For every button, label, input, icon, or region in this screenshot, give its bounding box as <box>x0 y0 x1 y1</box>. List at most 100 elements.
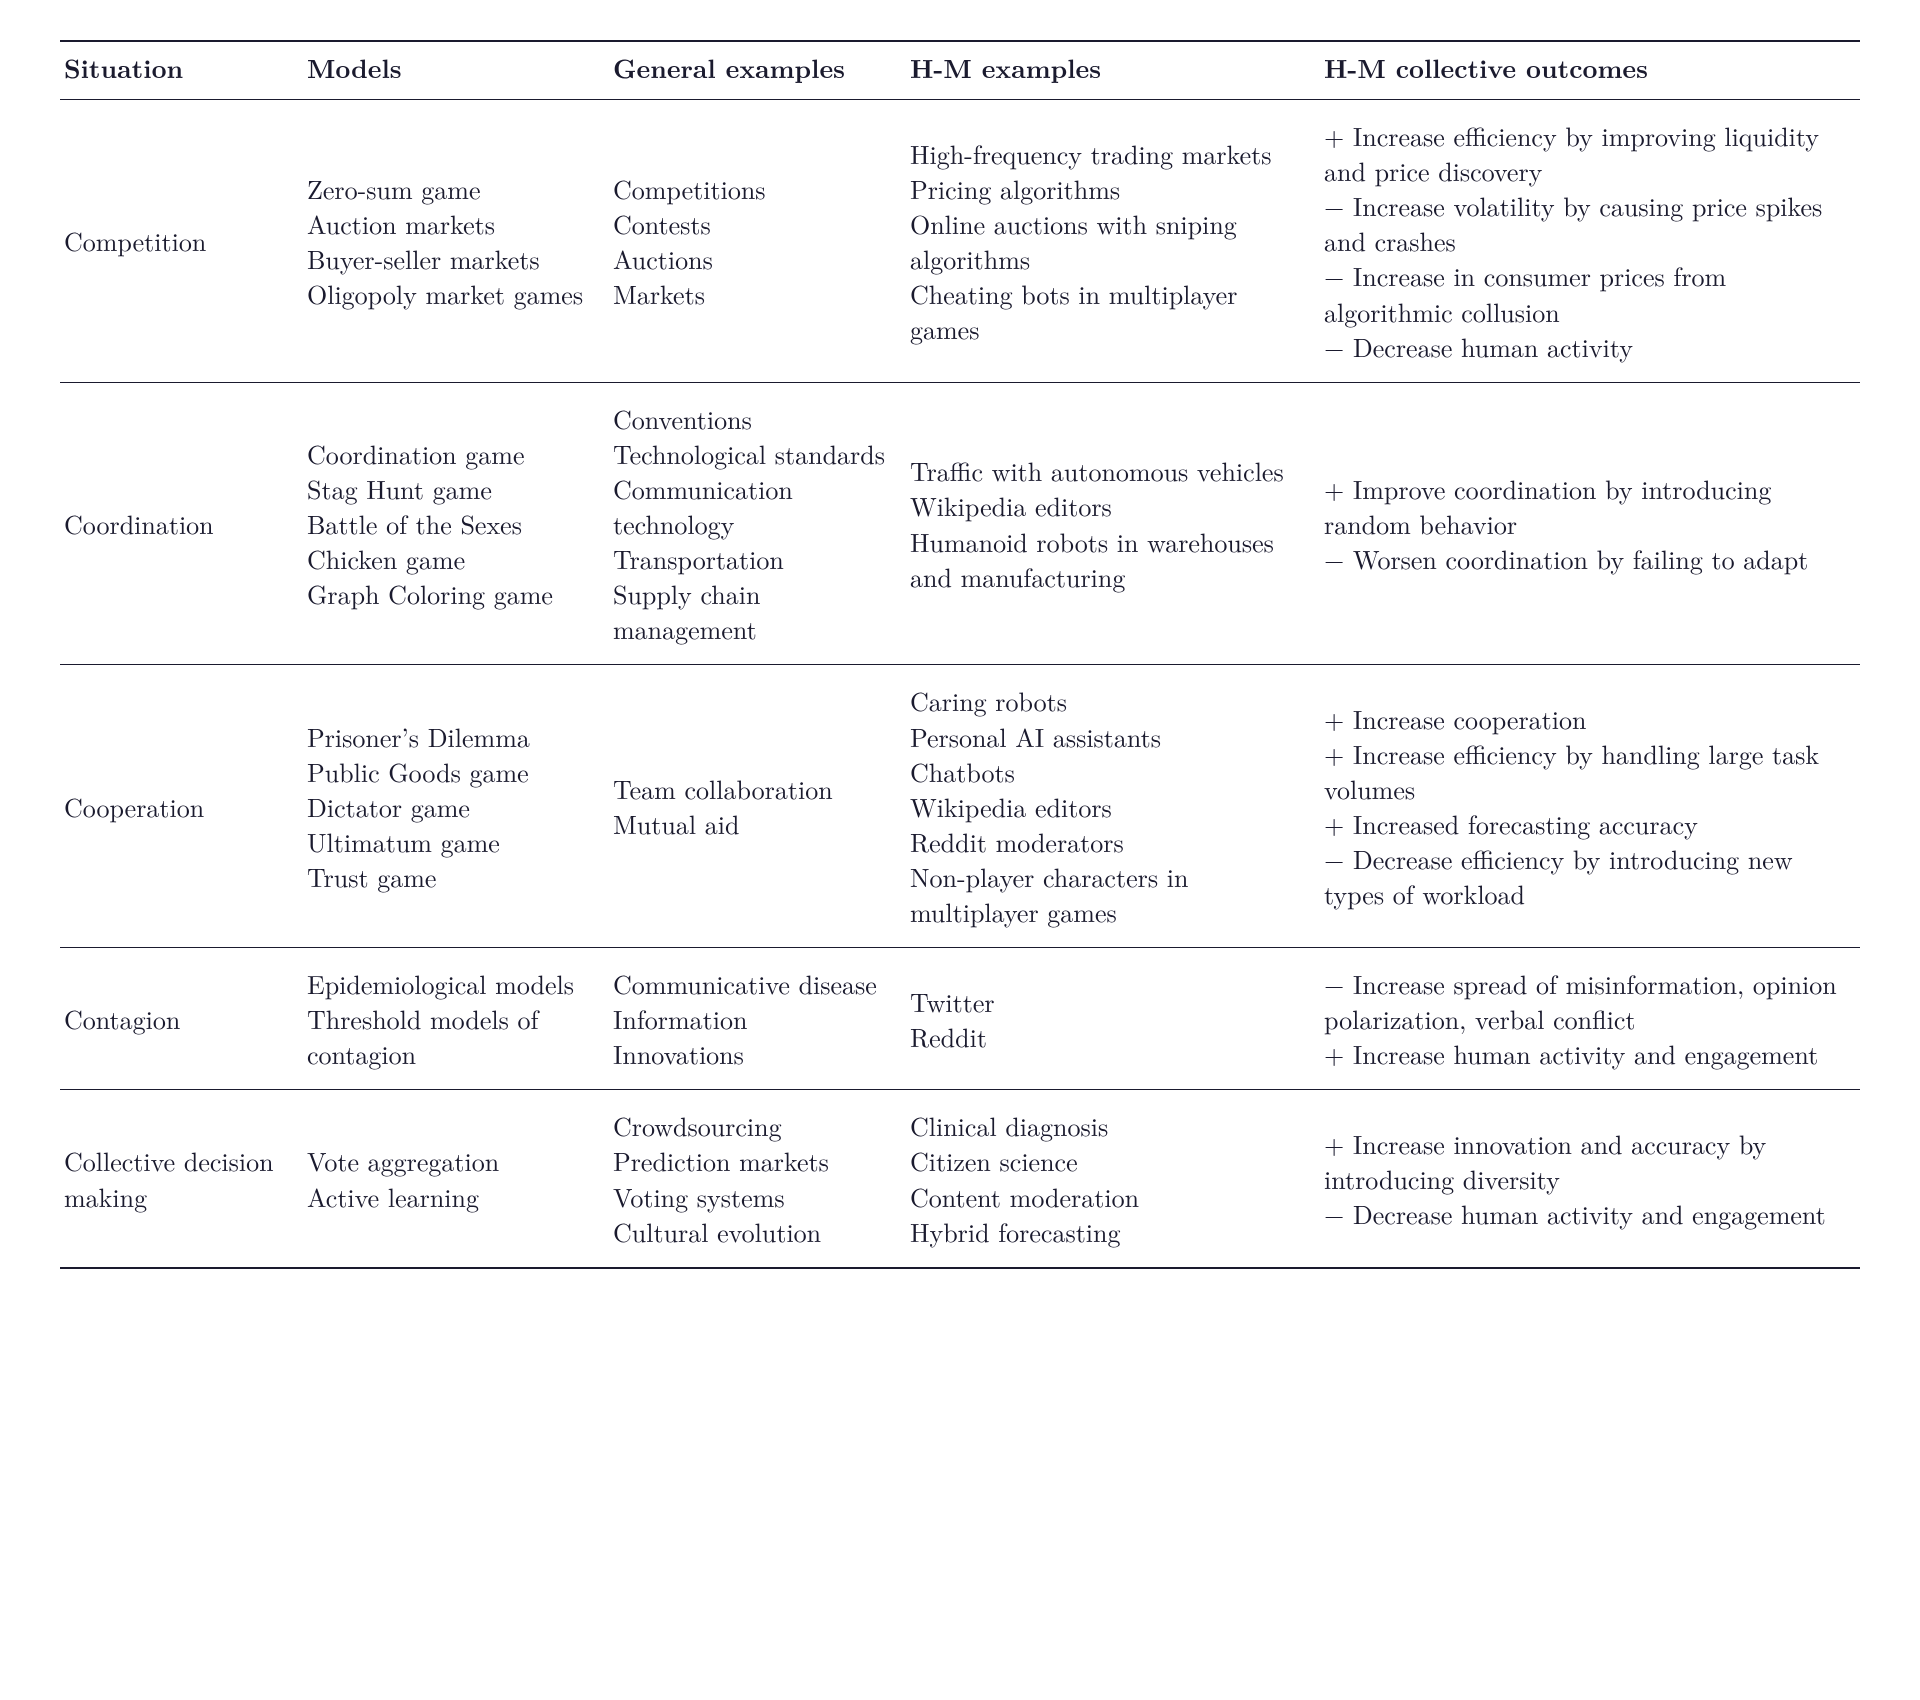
situations-table: Situation Models General examples H-M ex… <box>60 40 1860 1269</box>
cell-line: Technological standards <box>613 436 888 471</box>
cell-general: CrowdsourcingPrediction marketsVoting sy… <box>609 1090 906 1268</box>
cell-lines: + Increase innovation and accuracy by in… <box>1324 1126 1842 1231</box>
cell-models: Epidemiological modelsThreshold models o… <box>303 948 609 1090</box>
cell-models: Zero-sum gameAuction marketsBuyer-seller… <box>303 100 609 383</box>
cell-lines: Coordination <box>64 506 285 541</box>
cell-line: − Decrease efficiency by introducing new… <box>1324 841 1842 911</box>
cell-lines: − Increase spread of misinformation, opi… <box>1324 966 1842 1071</box>
cell-line: + Increase efficiency by handling large … <box>1324 736 1842 806</box>
cell-line: Threshold models of contagion <box>307 1001 591 1071</box>
header-row: Situation Models General examples H-M ex… <box>60 41 1860 100</box>
cell-line: Twitter <box>910 984 1302 1019</box>
cell-line: High-frequency trading markets <box>910 136 1302 171</box>
cell-line: Information <box>613 1001 888 1036</box>
cell-line: Graph Coloring game <box>307 576 591 611</box>
cell-line: Crowdsourcing <box>613 1108 888 1143</box>
cell-lines: Collective decision making <box>64 1143 285 1213</box>
cell-line: − Decrease human activity <box>1324 329 1842 364</box>
table-body: Competition Zero-sum gameAuction marketsB… <box>60 100 1860 1268</box>
cell-line: Epidemiological models <box>307 966 591 1001</box>
cell-situation: Contagion <box>60 948 303 1090</box>
cell-lines: Epidemiological modelsThreshold models o… <box>307 966 591 1071</box>
cell-line: Competitions <box>613 171 888 206</box>
cell-line: Hybrid forecasting <box>910 1214 1302 1249</box>
cell-lines: Zero-sum gameAuction marketsBuyer-seller… <box>307 171 591 311</box>
cell-line: Vote aggregation <box>307 1143 591 1178</box>
cell-models: Vote aggregationActive learning <box>303 1090 609 1268</box>
cell-lines: Vote aggregationActive learning <box>307 1143 591 1213</box>
cell-line: Trust game <box>307 859 591 894</box>
cell-lines: Cooperation <box>64 789 285 824</box>
cell-lines: + Increase cooperation+ Increase efficie… <box>1324 701 1842 912</box>
col-header-models: Models <box>303 41 609 100</box>
cell-hm_outcomes: + Increase efficiency by improving liqui… <box>1320 100 1860 383</box>
cell-line: − Increase in consumer prices from algor… <box>1324 258 1842 328</box>
cell-line: + Increase innovation and accuracy by in… <box>1324 1126 1842 1196</box>
cell-lines: CompetitionsContestsAuctionsMarkets <box>613 171 888 311</box>
cell-line: Citizen science <box>910 1143 1302 1178</box>
cell-line: Coordination game <box>307 436 591 471</box>
cell-line: Wikipedia editors <box>910 488 1302 523</box>
cell-line: Chatbots <box>910 754 1302 789</box>
cell-line: Ultimatum game <box>307 824 591 859</box>
cell-lines: Traffic with autonomous vehiclesWikipedi… <box>910 453 1302 593</box>
cell-lines: + Increase efficiency by improving liqui… <box>1324 118 1842 364</box>
cell-line: + Increase human activity and engagement <box>1324 1036 1842 1071</box>
cell-line: Non-player characters in multiplayer gam… <box>910 859 1302 929</box>
cell-hm_examples: TwitterReddit <box>906 948 1320 1090</box>
cell-line: Buyer-seller markets <box>307 241 591 276</box>
cell-lines: TwitterReddit <box>910 984 1302 1054</box>
cell-line: Stag Hunt game <box>307 471 591 506</box>
cell-line: Content moderation <box>910 1179 1302 1214</box>
cell-line: Mutual aid <box>613 806 888 841</box>
cell-line: Supply chain management <box>613 576 888 646</box>
cell-line: Auctions <box>613 241 888 276</box>
table-row: Coordination Coordination gameStag Hunt g… <box>60 382 1860 665</box>
cell-hm_examples: Clinical diagnosisCitizen scienceContent… <box>906 1090 1320 1268</box>
col-header-hm-outcomes: H-M collective outcomes <box>1320 41 1860 100</box>
cell-line: Active learning <box>307 1179 591 1214</box>
cell-line: Contests <box>613 206 888 241</box>
cell-line: − Worsen coordination by failing to adap… <box>1324 541 1842 576</box>
cell-line: Traffic with autonomous vehicles <box>910 453 1302 488</box>
cell-line: − Decrease human activity and engagement <box>1324 1196 1842 1231</box>
table-row: Contagion Epidemiological modelsThreshold… <box>60 948 1860 1090</box>
cell-line: Wikipedia editors <box>910 789 1302 824</box>
cell-line: + Increased forecasting accuracy <box>1324 806 1842 841</box>
cell-line: Online auctions with sniping algorithms <box>910 206 1302 276</box>
cell-line: Reddit moderators <box>910 824 1302 859</box>
cell-line: Prediction markets <box>613 1143 888 1178</box>
cell-hm_examples: High-frequency trading marketsPricing al… <box>906 100 1320 383</box>
cell-line: + Increase cooperation <box>1324 701 1842 736</box>
cell-lines: Communicative diseaseInformationInnovati… <box>613 966 888 1071</box>
cell-hm_outcomes: + Increase cooperation+ Increase efficie… <box>1320 665 1860 948</box>
cell-general: Team collaborationMutual aid <box>609 665 906 948</box>
table-row: Competition Zero-sum gameAuction marketsB… <box>60 100 1860 383</box>
cell-line: Humanoid robots in warehouses and manufa… <box>910 524 1302 594</box>
cell-line: Reddit <box>910 1019 1302 1054</box>
cell-situation: Competition <box>60 100 303 383</box>
cell-hm_outcomes: + Improve coordination by introducing ra… <box>1320 382 1860 665</box>
cell-line: Contagion <box>64 1001 285 1036</box>
cell-situation: Coordination <box>60 382 303 665</box>
cell-hm_outcomes: + Increase innovation and accuracy by in… <box>1320 1090 1860 1268</box>
cell-line: Markets <box>613 276 888 311</box>
cell-hm_examples: Traffic with autonomous vehiclesWikipedi… <box>906 382 1320 665</box>
col-header-general: General examples <box>609 41 906 100</box>
cell-line: Caring robots <box>910 683 1302 718</box>
cell-lines: Competition <box>64 223 285 258</box>
cell-line: Conventions <box>613 401 888 436</box>
cell-line: − Increase volatility by causing price s… <box>1324 188 1842 258</box>
cell-line: Clinical diagnosis <box>910 1108 1302 1143</box>
cell-lines: High-frequency trading marketsPricing al… <box>910 136 1302 347</box>
cell-line: Oligopoly market games <box>307 276 591 311</box>
cell-general: CompetitionsContestsAuctionsMarkets <box>609 100 906 383</box>
cell-lines: Prisoner’s DilemmaPublic Goods gameDicta… <box>307 719 591 894</box>
cell-lines: Coordination gameStag Hunt gameBattle of… <box>307 436 591 611</box>
cell-lines: Team collaborationMutual aid <box>613 771 888 841</box>
cell-line: Cooperation <box>64 789 285 824</box>
cell-line: Zero-sum game <box>307 171 591 206</box>
table-row: Cooperation Prisoner’s DilemmaPublic Good… <box>60 665 1860 948</box>
cell-hm_examples: Caring robotsPersonal AI assistantsChatb… <box>906 665 1320 948</box>
cell-line: + Increase efficiency by improving liqui… <box>1324 118 1842 188</box>
